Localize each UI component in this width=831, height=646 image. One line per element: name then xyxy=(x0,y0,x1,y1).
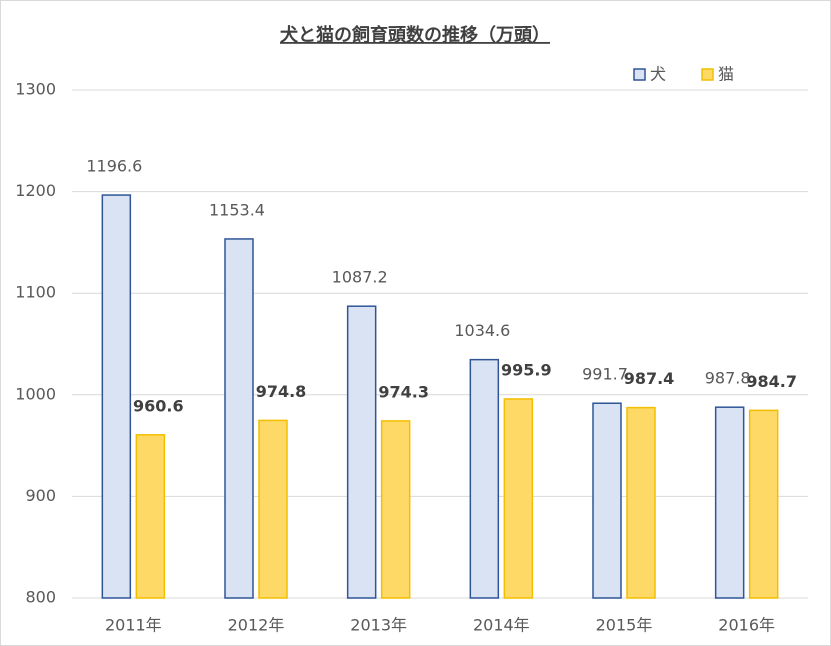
bar xyxy=(503,398,534,599)
bar xyxy=(748,409,779,599)
y-tick-label: 800 xyxy=(25,588,56,607)
bar xyxy=(346,305,377,599)
x-tick-label: 2015年 xyxy=(596,616,653,635)
data-label: 1196.6 xyxy=(86,157,142,176)
bar xyxy=(224,238,254,599)
y-tick-label: 1300 xyxy=(15,80,56,99)
legend-label: 猫 xyxy=(718,65,734,84)
data-label: 974.8 xyxy=(256,382,307,401)
legend-swatch xyxy=(633,68,646,81)
data-label: 960.6 xyxy=(133,396,184,415)
data-label: 1087.2 xyxy=(332,268,388,287)
data-label: 974.3 xyxy=(378,382,429,401)
x-tick-label: 2011年 xyxy=(105,616,162,635)
bar xyxy=(592,402,622,599)
data-label: 991.7 xyxy=(582,365,628,384)
bar xyxy=(380,420,411,599)
x-tick-label: 2012年 xyxy=(228,616,285,635)
data-label: 1153.4 xyxy=(209,200,265,219)
bar xyxy=(469,358,500,599)
chart-title: 犬と猫の飼育頭数の推移（万頭） xyxy=(280,24,550,46)
data-label: 987.4 xyxy=(624,369,675,388)
bar xyxy=(101,194,132,599)
bar xyxy=(714,406,745,599)
y-tick-label: 1000 xyxy=(15,384,56,403)
bar xyxy=(626,406,656,599)
y-tick-label: 900 xyxy=(25,486,56,505)
data-label: 995.9 xyxy=(501,360,552,379)
y-tick-label: 1100 xyxy=(15,283,56,302)
x-tick-label: 2013年 xyxy=(350,616,407,635)
x-tick-label: 2014年 xyxy=(473,616,530,635)
legend-label: 犬 xyxy=(650,65,666,84)
bar xyxy=(258,419,288,599)
data-label: 1034.6 xyxy=(454,321,510,340)
legend-swatch xyxy=(701,68,714,81)
x-tick-label: 2016年 xyxy=(718,616,775,635)
bar xyxy=(135,434,166,599)
data-label: 984.7 xyxy=(746,372,797,391)
data-label: 987.8 xyxy=(705,369,751,388)
y-tick-label: 1200 xyxy=(15,181,56,200)
